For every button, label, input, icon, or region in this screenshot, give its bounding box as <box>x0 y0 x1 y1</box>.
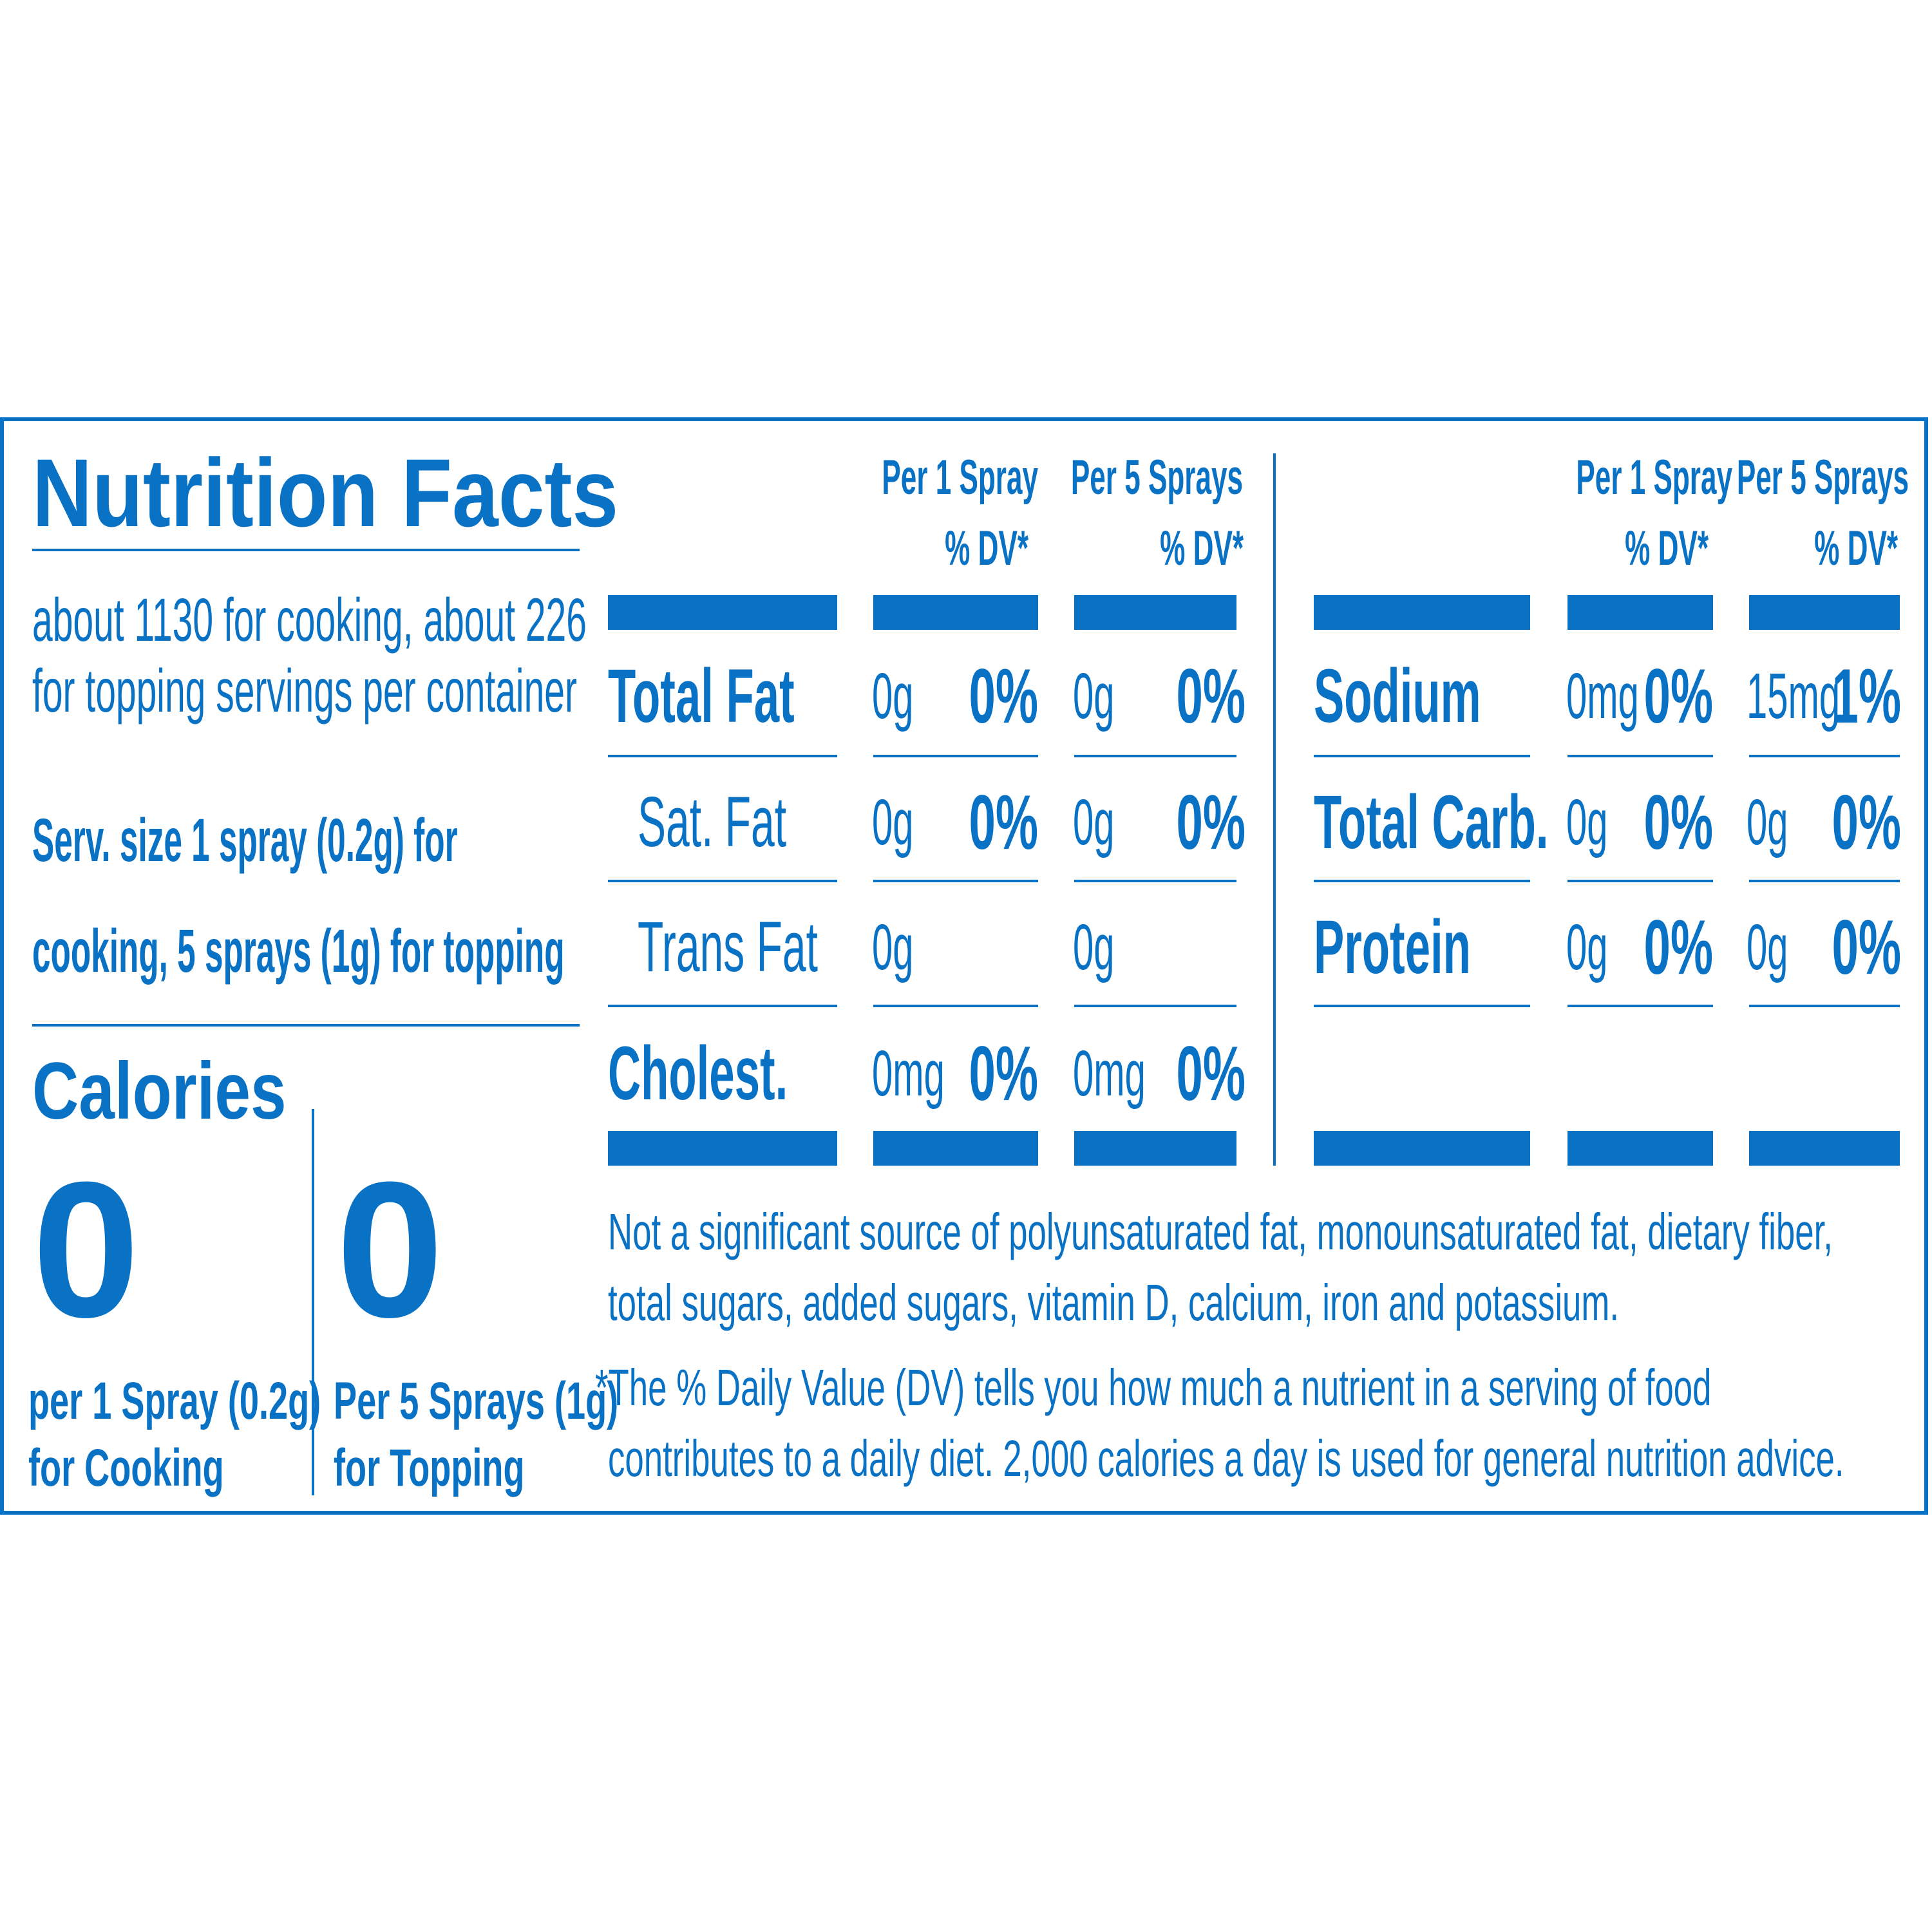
total-carb-per1-amount: 0g <box>1566 786 1608 858</box>
nutrient-name-sodium: Sodium <box>1314 654 1481 739</box>
row-divider <box>1074 1005 1236 1007</box>
right-bottom-bar-name <box>1314 1131 1530 1166</box>
sat-fat-per5-amount: 0g <box>1073 786 1115 858</box>
calories-topping-caption-2: for Topping <box>334 1439 525 1497</box>
servings-per-container-line-2: for topping servings per container <box>32 657 577 725</box>
sodium-per1-dv: 0% <box>1643 653 1713 739</box>
nutrient-name-protein: Protein <box>1314 905 1471 990</box>
not-significant-line-1: Not a significant source of polyunsatura… <box>608 1203 1833 1260</box>
cholesterol-per5-amount: 0mg <box>1073 1037 1146 1110</box>
nutrient-name-total-fat: Total Fat <box>608 654 795 739</box>
row-divider <box>1314 1005 1530 1007</box>
right-top-bar-name <box>1314 595 1530 630</box>
calories-cooking-value: 0 <box>32 1141 140 1358</box>
total-fat-per1-dv: 0% <box>969 653 1038 739</box>
not-significant-line-2: total sugars, added sugars, vitamin D, c… <box>608 1274 1620 1331</box>
serving-size-line-2: cooking, 5 sprays (1g) for topping <box>32 917 565 985</box>
calories-divider <box>312 1109 314 1495</box>
row-divider <box>1567 880 1713 882</box>
left-bottom-bar-per5 <box>1074 1131 1236 1166</box>
left-top-bar-per1 <box>873 595 1038 630</box>
sat-fat-per1-amount: 0g <box>872 786 914 858</box>
sat-fat-per1-dv: 0% <box>969 779 1038 866</box>
table-divider <box>1273 453 1276 1166</box>
left-top-bar-name <box>608 595 837 630</box>
serving-divider <box>32 1024 580 1027</box>
sodium-per5-amount: 15mg <box>1747 660 1841 732</box>
calories-label: Calories <box>32 1046 287 1136</box>
serving-size-line-1: Serv. size 1 spray (0.2g) for <box>32 806 458 875</box>
row-divider <box>1074 880 1236 882</box>
daily-value-line-2: contributes to a daily diet. 2,000 calor… <box>608 1430 1844 1487</box>
cholesterol-per5-dv: 0% <box>1176 1030 1245 1117</box>
cholesterol-per1-dv: 0% <box>969 1030 1038 1117</box>
left-per5-header-1: Per 5 Sprays <box>1070 450 1243 505</box>
daily-value-line-1: *The % Daily Value (DV) tells you how mu… <box>595 1359 1712 1416</box>
calories-topping-caption-1: Per 5 Sprays (1g) <box>334 1372 619 1430</box>
left-bottom-bar-name <box>608 1131 837 1166</box>
row-divider <box>1749 880 1900 882</box>
left-top-bar-per5 <box>1074 595 1236 630</box>
total-fat-per1-amount: 0g <box>872 660 914 732</box>
protein-per1-dv: 0% <box>1643 904 1713 990</box>
right-per1-header-2: % DV* <box>1625 521 1709 576</box>
row-divider <box>1749 1005 1900 1007</box>
row-divider <box>608 880 837 882</box>
protein-per5-dv: 0% <box>1832 904 1901 990</box>
sodium-per5-dv: 1% <box>1832 653 1901 739</box>
right-bottom-bar-per5 <box>1749 1131 1900 1166</box>
nutrient-name-cholesterol: Cholest. <box>608 1031 788 1116</box>
total-fat-per5-amount: 0g <box>1073 660 1115 732</box>
calories-cooking-caption-1: per 1 Spray (0.2g) <box>28 1372 321 1430</box>
left-bottom-bar-per1 <box>873 1131 1038 1166</box>
sodium-per1-amount: 0mg <box>1566 660 1639 732</box>
nutrient-name-total-carb: Total Carb. <box>1314 780 1549 865</box>
row-divider <box>873 755 1038 757</box>
trans-fat-per5-amount: 0g <box>1073 911 1115 983</box>
row-divider <box>1567 755 1713 757</box>
right-per5-header-1: Per 5 Sprays <box>1736 450 1909 505</box>
protein-per1-amount: 0g <box>1566 911 1608 983</box>
total-carb-per1-dv: 0% <box>1643 779 1713 866</box>
row-divider <box>1074 755 1236 757</box>
row-divider <box>608 755 837 757</box>
row-divider <box>1314 755 1530 757</box>
left-per5-header-2: % DV* <box>1160 521 1244 576</box>
nutrient-name-sat-fat: Sat. Fat <box>638 782 787 862</box>
nutrition-facts-panel <box>0 417 1928 1515</box>
calories-cooking-caption-2: for Cooking <box>28 1439 224 1497</box>
title-divider <box>32 549 580 551</box>
total-carb-per5-dv: 0% <box>1832 779 1901 866</box>
row-divider <box>608 1005 837 1007</box>
cholesterol-per1-amount: 0mg <box>872 1037 945 1110</box>
trans-fat-per1-amount: 0g <box>872 911 914 983</box>
calories-topping-value: 0 <box>336 1141 444 1358</box>
right-per1-header-1: Per 1 Spray <box>1576 450 1732 505</box>
row-divider <box>1749 755 1900 757</box>
right-bottom-bar-per1 <box>1567 1131 1713 1166</box>
left-per1-header-1: Per 1 Spray <box>882 450 1038 505</box>
total-carb-per5-amount: 0g <box>1747 786 1788 858</box>
right-top-bar-per1 <box>1567 595 1713 630</box>
right-per5-header-2: % DV* <box>1814 521 1898 576</box>
sat-fat-per5-dv: 0% <box>1176 779 1245 866</box>
nutrition-facts-title: Nutrition Facts <box>32 439 619 547</box>
right-top-bar-per5 <box>1749 595 1900 630</box>
protein-per5-amount: 0g <box>1747 911 1788 983</box>
nutrient-name-trans-fat: Trans Fat <box>638 907 818 987</box>
row-divider <box>1314 880 1530 882</box>
row-divider <box>873 1005 1038 1007</box>
row-divider <box>1567 1005 1713 1007</box>
total-fat-per5-dv: 0% <box>1176 653 1245 739</box>
left-per1-header-2: % DV* <box>945 521 1028 576</box>
servings-per-container-line-1: about 1130 for cooking, about 226 <box>32 586 587 654</box>
row-divider <box>873 880 1038 882</box>
